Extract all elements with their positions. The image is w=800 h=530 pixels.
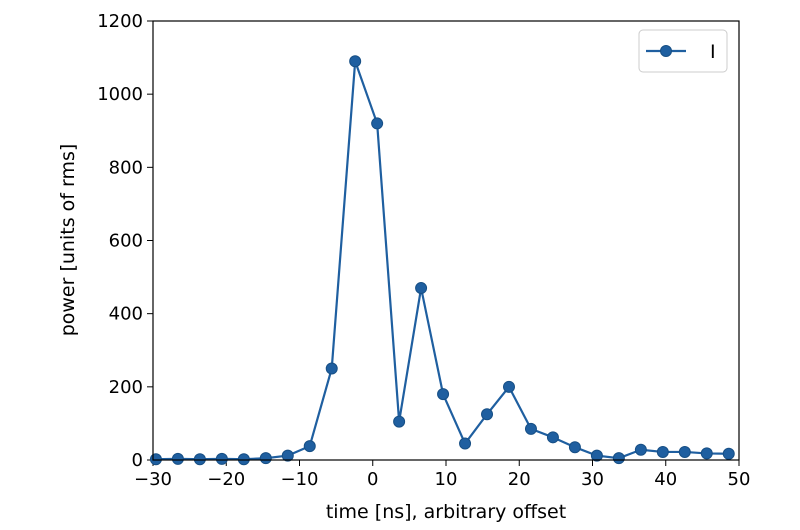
data-point <box>481 408 494 421</box>
data-point <box>634 443 647 456</box>
y-tick-label: 400 <box>109 304 143 325</box>
data-point <box>171 452 184 465</box>
data-point <box>722 447 735 460</box>
data-point <box>149 453 162 466</box>
x-tick-label: 0 <box>367 469 378 490</box>
x-tick-label: −30 <box>134 469 172 490</box>
data-point <box>415 282 428 295</box>
y-tick-label: 800 <box>109 157 143 178</box>
data-point <box>524 422 537 435</box>
y-tick-label: 600 <box>109 231 143 252</box>
x-tick-label: −10 <box>281 469 319 490</box>
plot-frame <box>152 20 740 461</box>
data-point <box>437 388 450 401</box>
x-tick-label: 30 <box>581 469 604 490</box>
x-tick-label: 40 <box>654 469 677 490</box>
data-point <box>259 452 272 465</box>
plot-area <box>153 21 739 460</box>
data-point <box>349 55 362 68</box>
data-point <box>215 452 228 465</box>
x-tick-label: 50 <box>728 469 751 490</box>
data-point <box>656 445 669 458</box>
y-axis-label: power [units of rms] <box>57 144 79 337</box>
series-layer <box>149 55 735 466</box>
data-point <box>612 452 625 465</box>
data-point <box>193 453 206 466</box>
legend-label: I <box>710 41 716 63</box>
x-axis-label: time [ns], arbitrary offset <box>326 501 566 523</box>
y-tick-label: 1200 <box>97 11 143 32</box>
data-point <box>502 380 515 393</box>
data-point <box>590 449 603 462</box>
data-point <box>568 441 581 454</box>
data-point <box>459 437 472 450</box>
y-tick-label: 1000 <box>97 84 143 105</box>
legend: I <box>638 29 728 73</box>
legend-marker <box>660 45 672 57</box>
data-point <box>546 431 559 444</box>
data-point <box>281 449 294 462</box>
y-tick-label: 0 <box>132 450 143 471</box>
data-point <box>371 117 384 130</box>
data-point <box>678 445 691 458</box>
x-tick-label: −20 <box>207 469 245 490</box>
y-tick-label: 200 <box>109 377 143 398</box>
data-point <box>700 447 713 460</box>
data-point <box>325 362 338 375</box>
data-point <box>393 415 406 428</box>
x-tick-label: 20 <box>508 469 531 490</box>
x-tick-label: 10 <box>435 469 458 490</box>
data-point <box>303 440 316 453</box>
data-point <box>237 453 250 466</box>
ticks-layer: −30 −20 −10 0 10 20 30 40 50 0 200 400 600 800 1000 120… <box>97 11 750 490</box>
